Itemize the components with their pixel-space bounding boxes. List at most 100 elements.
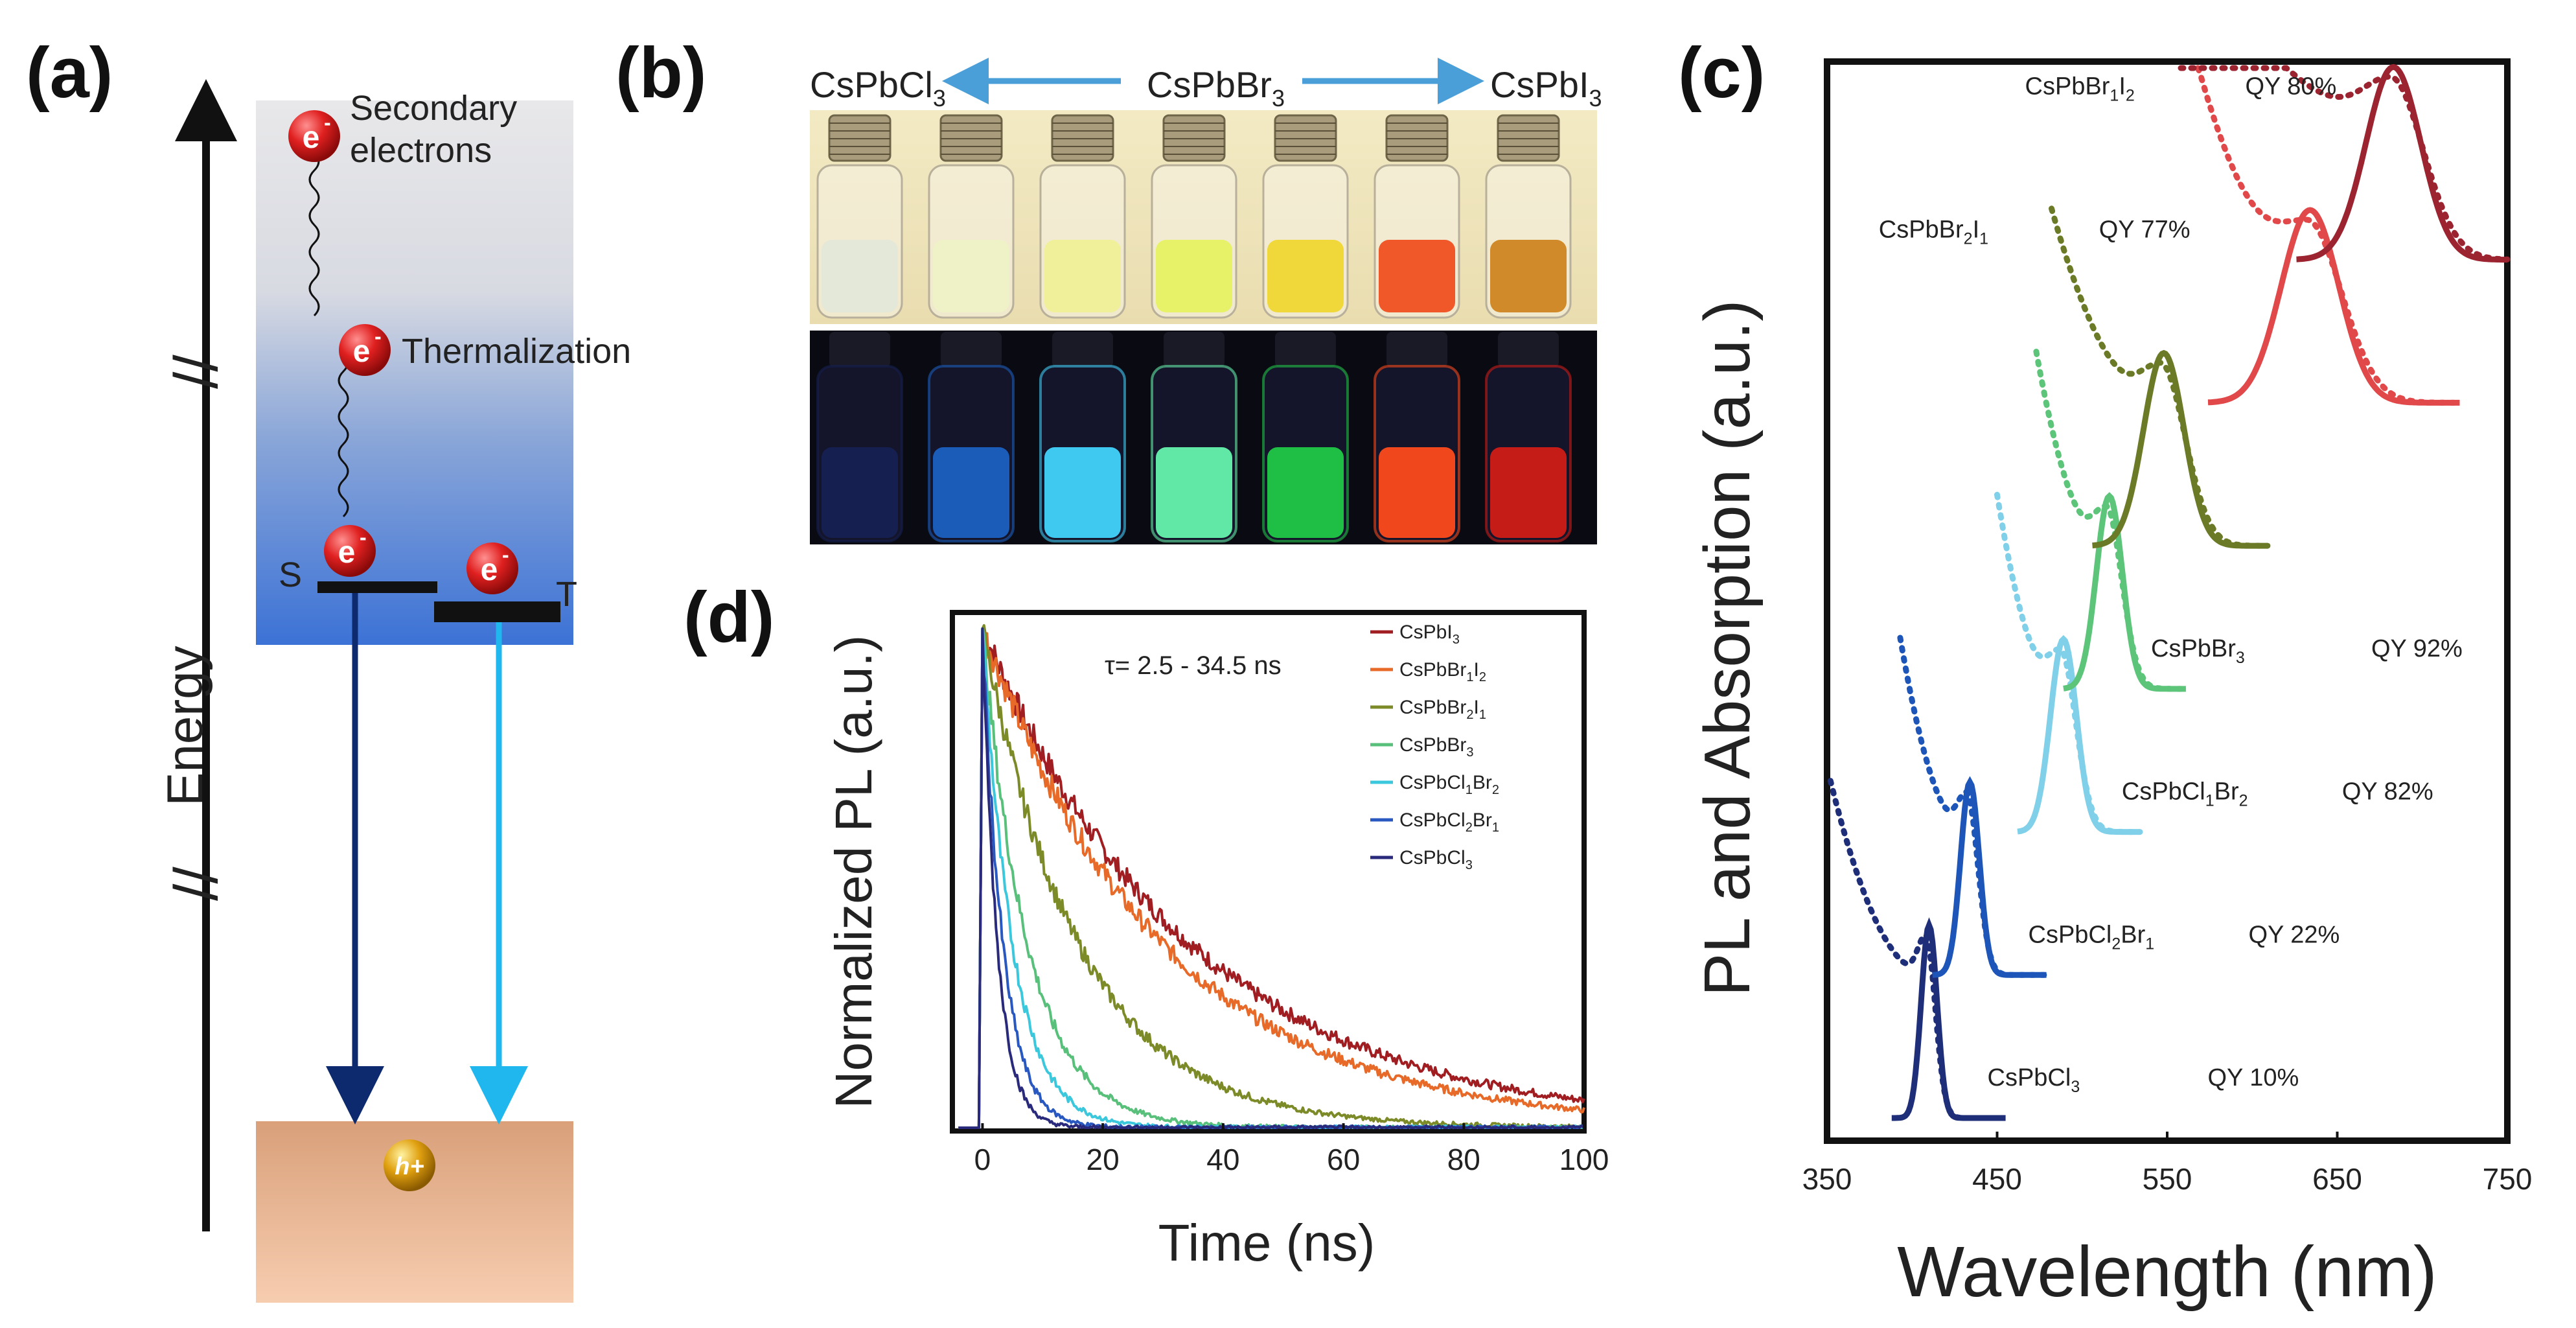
plot-c-xticks: 350 450 550 650 750	[1802, 1132, 2533, 1196]
plot-d-legend-label: CsPbCl1Br2	[1399, 772, 1499, 797]
vial-daylight	[1262, 114, 1349, 319]
plot-c-tick-label: 550	[2143, 1162, 2192, 1196]
plot-c-series-label: CsPbCl3	[1988, 1064, 2080, 1096]
svg-text:-: -	[324, 111, 331, 134]
plot-d-decay-trace	[958, 627, 1585, 1129]
plot-d-tick-label: 80	[1447, 1143, 1480, 1176]
plot-c-qy-label: QY 77%	[2099, 216, 2191, 243]
plot-d-tick-label: 40	[1206, 1143, 1239, 1176]
svg-text:h+: h+	[395, 1153, 424, 1180]
conduction-band	[256, 100, 573, 645]
vial-uv	[1151, 332, 1237, 542]
panel-c-label: (c)	[1678, 33, 1765, 113]
secondary-label-1: Secondary	[350, 89, 517, 128]
panel-b-label: (b)	[615, 33, 706, 113]
plot-c-labels: CsPbCl3 QY 10% CsPbCl2Br1 QY 22% CsPbCl1Br2 Q…	[1879, 73, 2463, 1096]
plot-d-tick-label: 100	[1559, 1143, 1609, 1176]
plot-c-tick-label: 450	[1972, 1162, 2022, 1196]
svg-text:e: e	[353, 334, 371, 369]
plot-d-tick-label: 0	[974, 1143, 991, 1176]
label-cspbcl3: CsPbCl3	[810, 64, 946, 111]
energy-label: Energy	[156, 646, 213, 806]
vial-daylight	[1374, 114, 1460, 319]
plot-c-abs-trace	[2194, 65, 2463, 406]
plot-c-tick-label: 650	[2312, 1162, 2362, 1196]
vial-daylight	[1485, 114, 1572, 319]
plot-c-qy-label: QY 80%	[2246, 73, 2337, 100]
vials-uv	[816, 332, 1572, 542]
svg-text:-: -	[374, 325, 382, 348]
plot-c-abs-trace	[2049, 205, 2271, 549]
svg-text:-: -	[360, 526, 367, 549]
plot-c-series-label: CsPbBr1I2	[2025, 73, 2135, 105]
electron-singlet: e -	[324, 525, 376, 577]
singlet-level	[317, 581, 437, 593]
plot-d-xlabel: Time (ns)	[1158, 1214, 1375, 1272]
vial-uv	[816, 332, 903, 542]
plot-c-pl-trace	[2296, 64, 2508, 263]
plot-d-legend-label: CsPbCl3	[1399, 847, 1473, 872]
svg-text:e: e	[303, 121, 320, 155]
plot-c-tick-label: 350	[1802, 1162, 1852, 1196]
label-cspbbr3: CsPbBr3	[1147, 64, 1285, 111]
secondary-label-2: electrons	[350, 131, 492, 170]
svg-text:e: e	[481, 553, 498, 587]
plot-c-abs-trace	[2178, 65, 2511, 262]
plot-d-frame	[950, 610, 1587, 1134]
singlet-label: S	[279, 555, 302, 594]
svg-text:e: e	[338, 535, 356, 570]
plot-d-decay-trace	[958, 627, 1585, 1129]
plot-c-pl-trace	[2092, 349, 2268, 549]
plot-d-legend-label: CsPbBr1I2	[1399, 659, 1486, 684]
plot-d-ylabel: Normalized PL (a.u.)	[825, 635, 882, 1109]
plot-c-xlabel: Wavelength (nm)	[1897, 1232, 2437, 1312]
relaxation-path-upper	[308, 151, 320, 317]
plot-c-abs-trace	[1897, 635, 2050, 978]
plot-c-series-label: CsPbCl1Br2	[2122, 778, 2248, 810]
plot-d-legend-label: CsPbI3	[1399, 622, 1460, 647]
plot-c-abs-trace	[1994, 491, 2143, 835]
vial-daylight	[816, 114, 903, 319]
plot-d-tick-label: 20	[1087, 1143, 1120, 1176]
plot-c-series-label: CsPbBr2I1	[1879, 216, 1988, 248]
panel-a-label: (a)	[26, 33, 113, 113]
electron-thermalization: e -	[339, 324, 391, 376]
electron-triplet: e -	[466, 542, 518, 594]
triplet-label: T	[556, 575, 577, 614]
vial-uv	[1262, 332, 1349, 542]
plot-c-qy-label: QY 92%	[2371, 635, 2463, 662]
plot-d-annotation: τ= 2.5 - 34.5 ns	[1105, 651, 1282, 680]
panel-c: (c) 350 450 550 650 750 CsPbCl3 QY 10% CsPbCl2…	[1678, 33, 2533, 1312]
label-cspbi3: CsPbI3	[1490, 64, 1602, 111]
plot-d-xticks: 0 20 40 60 80 100	[974, 1123, 1609, 1176]
plot-c-qy-label: QY 10%	[2208, 1064, 2299, 1091]
break-mark-upper: //	[162, 355, 231, 389]
relaxation-path-lower	[338, 352, 349, 518]
vial-daylight	[1151, 114, 1237, 319]
plot-d-decay-trace	[958, 627, 1585, 1129]
triplet-level	[434, 601, 560, 622]
plot-d-legend: CsPbI3 CsPbBr1I2 CsPbBr2I1 CsPbBr3 CsPbCl1Br…	[1370, 622, 1499, 872]
plot-c-qy-label: QY 82%	[2342, 778, 2433, 806]
plot-c-abs-trace	[1827, 778, 2009, 1121]
plot-d-legend-label: CsPbCl2Br1	[1399, 810, 1499, 835]
electron-secondary: e -	[288, 110, 340, 162]
vials-daylight	[816, 114, 1572, 319]
plot-d-legend-label: CsPbBr2I1	[1399, 697, 1486, 722]
plot-c-series-label: CsPbCl2Br1	[2029, 921, 2155, 953]
plot-d-tick-label: 60	[1327, 1143, 1360, 1176]
plot-d-traces	[958, 623, 1585, 1129]
vial-uv	[1039, 332, 1126, 542]
vial-daylight	[928, 114, 1015, 319]
plot-d-legend-label: CsPbBr3	[1399, 734, 1473, 760]
plot-c-tick-label: 750	[2483, 1162, 2533, 1196]
thermalization-label: Thermalization	[402, 332, 631, 371]
hole: h+	[384, 1139, 435, 1191]
panel-d-label: (d)	[684, 577, 774, 657]
svg-text:-: -	[502, 543, 509, 566]
plot-c-ylabel: PL and Absorption (a.u.)	[1691, 300, 1764, 997]
break-mark-lower: //	[162, 867, 231, 901]
panel-b: (b) CsPbCl3 CsPbBr3 CsPbI3	[615, 33, 1602, 544]
vial-daylight	[1039, 114, 1126, 319]
